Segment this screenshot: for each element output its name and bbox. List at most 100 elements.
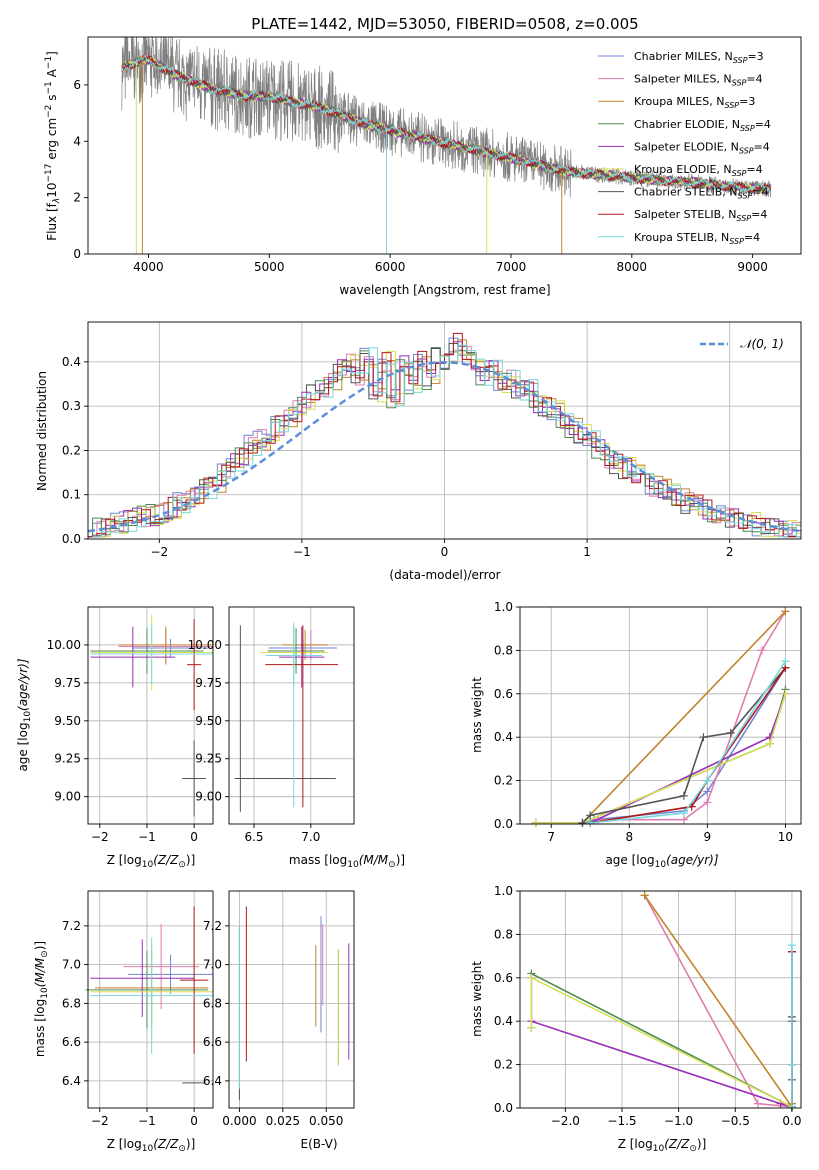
weight-vs-age-xtick-label-3: 10 (778, 830, 793, 844)
mass-vs-ebv-ytick-label-0: 6.4 (203, 1074, 222, 1088)
age-vs-z-plot-area (90, 614, 213, 817)
age-vs-mass-xtick-label-1: 7.0 (301, 830, 320, 844)
weight-vs-age-marker-chabrier-stelib-3 (699, 733, 708, 742)
spectrum-xtick-label-1: 5000 (254, 260, 285, 274)
histogram-kroupa-stelib (92, 344, 801, 538)
legend-model-name: Chabrier ELODIE, N (634, 118, 740, 131)
weight-vs-age-marker-kroupa-stelib-3 (781, 657, 790, 666)
spectrum-title: PLATE=1442, MJD=53050, FIBERID=0508, z=0… (251, 15, 638, 33)
legend-label-salpeter-stelib: Salpeter STELIB, NSSP=4 (634, 208, 767, 223)
gaussian-legend-label: 𝒩(0, 1) (740, 337, 784, 351)
weight-vs-age-marker-chabrier-miles-4 (703, 787, 712, 796)
age-vs-mass-ytick-label-2: 9.50 (195, 714, 222, 728)
weight-vs-age-marker-chabrier-stelib-0 (578, 818, 587, 827)
legend-n-sub: SSP (732, 79, 747, 88)
mass-vs-ebv-x-ticks: 0.000 0.025 0.050 (222, 1108, 343, 1128)
weight-vs-z-marker-kroupa-stelib-2 (787, 941, 796, 950)
spectrum-ylabel: Flux [fλ10−17 erg cm−2 s−1 A−1] (44, 51, 62, 241)
age-vs-mass-x-ticks: 6.5 7.0 (244, 824, 320, 844)
weight-vs-z-marker-kroupa-elodie-1 (527, 973, 536, 982)
weight-vs-age-xtick-label-2: 9 (704, 830, 712, 844)
weight-vs-age-xtick-label-0: 7 (547, 830, 555, 844)
legend-n-value: =3 (747, 50, 763, 63)
legend-label-kroupa-miles: Kroupa MILES, NSSP=3 (634, 95, 755, 110)
weight-vs-age-marker-kroupa-miles-2 (781, 607, 790, 616)
weight-vs-age-y-ticks: 0.0 0.2 0.4 0.6 0.8 1.0 (494, 600, 520, 831)
weight-vs-z-plot-area (527, 891, 796, 1111)
legend-label-chabrier-stelib: Chabrier STELIB, NSSP=4 (634, 186, 768, 201)
spectrum-xlabel: wavelength [Angstrom, rest frame] (339, 283, 550, 297)
histogram-xtick-label-2: 0 (441, 545, 449, 559)
mass-vs-ebv-xtick-label-1: 0.025 (266, 1114, 300, 1128)
age-vs-z-ytick-label-0: 9.00 (54, 790, 81, 804)
model-spectrum-salpeter-stelib (121, 53, 772, 194)
age-vs-mass-y-ticks: 9.00 9.25 9.50 9.75 10.00 (188, 638, 229, 804)
spectrum-lines (121, 37, 772, 254)
age-vs-mass-ytick-label-4: 10.00 (188, 638, 222, 652)
legend-model-name: Salpeter STELIB, N (634, 208, 736, 221)
legend-n-value: =3 (739, 95, 755, 108)
weight-vs-age-xtick-label-1: 8 (625, 830, 633, 844)
histogram-ytick-label-1: 0.1 (62, 488, 81, 502)
spectrum-xtick-label-2: 6000 (375, 260, 406, 274)
weight-vs-z-ytick-label-4: 0.8 (494, 927, 513, 941)
legend-n-sub: SSP (733, 56, 748, 65)
weight-vs-age-marker-chabrier-stelib-2 (679, 791, 688, 800)
mass-vs-ebv-grid (229, 891, 354, 1108)
age-vs-z-xtick-label-0: −2 (91, 830, 109, 844)
histogram-chabrier-elodie (88, 347, 797, 538)
mass-vs-ebv-ytick-label-4: 7.2 (203, 919, 222, 933)
mass-vs-ebv-ytick-label-2: 6.8 (203, 996, 222, 1010)
weight-vs-z-ytick-label-5: 1.0 (494, 884, 513, 898)
age-vs-z-ytick-label-3: 9.75 (54, 676, 81, 690)
weight-vs-age-marker-kroupa-elodie-0 (531, 818, 540, 827)
weight-vs-z-marker-kroupa-stelib-1 (787, 1060, 796, 1069)
weight-vs-age-marker-chabrier-stelib-1 (586, 811, 595, 820)
mass-vs-z-xlabel: Z [log10(Z/Z⊙)] (107, 1137, 196, 1154)
weight-vs-age-ytick-label-0: 0.0 (494, 817, 513, 831)
mass-vs-ebv-plot-area (238, 906, 350, 1101)
weight-vs-age-x-ticks: 7 8 9 10 (547, 824, 793, 844)
age-vs-mass-ytick-label-3: 9.75 (195, 676, 222, 690)
weight-vs-age-marker-salpeter-miles-5 (757, 646, 766, 655)
histogram-ylabel: Normed distribution (35, 371, 49, 491)
weight-vs-age-marker-kroupa-stelib-0 (586, 818, 595, 827)
weight-vs-age-line-kroupa-stelib (590, 660, 787, 824)
weight-vs-z-xlabel: Z [log10(Z/Z⊙)] (618, 1137, 707, 1154)
histogram-xtick-label-0: −2 (150, 545, 168, 559)
legend-n-value: =4 (752, 186, 768, 199)
legend-label-salpeter-miles: Salpeter MILES, NSSP=4 (634, 73, 763, 88)
age-vs-z-ytick-label-4: 10.00 (47, 638, 81, 652)
age-vs-z-y-ticks: 9.00 9.25 9.50 9.75 10.00 (47, 638, 88, 804)
spectrum-xtick-label-4: 8000 (617, 260, 648, 274)
weight-vs-age-marker-salpeter-miles-4 (703, 798, 712, 807)
legend-model-name: Chabrier STELIB, N (634, 186, 738, 199)
age-vs-z-ylabel: age [log10(age/yr)] (16, 658, 33, 771)
histogram-ytick-label-4: 0.4 (62, 355, 81, 369)
age-vs-mass-grid (229, 607, 354, 824)
age-vs-mass-ytick-label-1: 9.25 (195, 752, 222, 766)
legend-model-name: Kroupa STELIB, N (634, 231, 729, 244)
weight-vs-z-xtick-label-3: −0.5 (721, 1114, 750, 1128)
histogram-xtick-label-1: −1 (293, 545, 311, 559)
legend-n-value: =4 (751, 208, 767, 221)
spectrum-x-ticks: 4000 5000 6000 7000 8000 9000 (133, 254, 768, 274)
legend-n-sub: SSP (738, 192, 753, 201)
weight-vs-z-marker-kroupa-elodie-0 (527, 1023, 536, 1032)
legend-n-sub: SSP (729, 237, 744, 246)
weight-vs-age-line-chabrier-elodie (535, 689, 787, 824)
weight-vs-age-ytick-label-1: 0.2 (494, 774, 513, 788)
weight-vs-z-marker-salpeter-miles-1 (753, 1099, 762, 1108)
weight-vs-age-ytick-label-3: 0.6 (494, 687, 513, 701)
weight-vs-z-x-ticks: −2.0 −1.5 −1.0 −0.5 0.0 (551, 1108, 801, 1128)
legend-model-name: Salpeter ELODIE, N (634, 140, 739, 153)
weight-vs-age-panel: 7 8 9 10 0.0 0.2 0.4 0.6 0.8 1.0 age [log10(age/… (470, 600, 802, 870)
legend-n-sub: SSP (740, 124, 755, 133)
weight-vs-z-panel: −2.0 −1.5 −1.0 −0.5 0.0 0.0 0.2 0.4 0.6 0.8 1.0 Z… (470, 884, 801, 1154)
histogram-plot-area (87, 332, 802, 538)
mass-vs-z-ytick-label-2: 6.8 (62, 996, 81, 1010)
weight-vs-age-line-chabrier-stelib (581, 667, 787, 824)
spectrum-panel: PLATE=1442, MJD=53050, FIBERID=0508, z=0… (44, 15, 802, 297)
histogram-chabrier-stelib (88, 343, 797, 538)
histogram-xtick-label-4: 2 (726, 545, 734, 559)
